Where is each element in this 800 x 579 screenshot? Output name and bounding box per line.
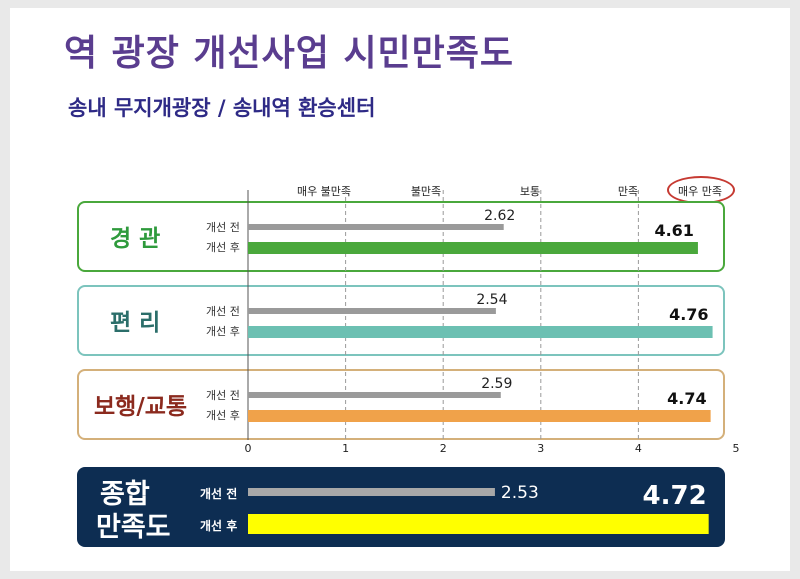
page-title: 역 광장 개선사업 시민만족도 bbox=[64, 33, 515, 74]
summary-data-label-before: 2.53 bbox=[501, 483, 539, 503]
bar-before bbox=[248, 308, 496, 314]
bar-before bbox=[248, 392, 501, 398]
bar-after bbox=[248, 410, 711, 422]
data-label-before: 2.59 bbox=[481, 376, 512, 392]
summary-before-label: 개선 전 bbox=[200, 487, 238, 501]
data-label-after: 4.74 bbox=[667, 389, 706, 408]
summary-label-line1: 종합 bbox=[100, 479, 150, 510]
axis-tick-label: 0 bbox=[244, 442, 252, 455]
summary-bar-after bbox=[248, 514, 709, 534]
series-label-after: 개선 후 bbox=[206, 241, 240, 254]
category-label: 보행/교통 bbox=[94, 394, 188, 420]
summary-after-label: 개선 후 bbox=[200, 519, 238, 533]
scale-label: 만족 bbox=[617, 185, 639, 198]
bar-before bbox=[248, 224, 504, 230]
scale-label: 불만족 bbox=[410, 185, 442, 198]
category-label: 경 관 bbox=[110, 226, 161, 252]
bar-after bbox=[248, 326, 713, 338]
series-label-after: 개선 후 bbox=[206, 325, 240, 338]
page-subtitle: 송내 무지개광장 / 송내역 환승센터 bbox=[68, 96, 376, 120]
scale-label: 보통 bbox=[519, 185, 541, 198]
axis-tick-label: 3 bbox=[537, 442, 545, 455]
category-panel-walking-traffic bbox=[77, 369, 725, 440]
series-label-after: 개선 후 bbox=[206, 409, 240, 422]
category-label: 편 리 bbox=[110, 310, 161, 336]
category-panel-convenience bbox=[77, 285, 725, 356]
series-label-before: 개선 전 bbox=[206, 305, 240, 318]
data-label-after: 4.76 bbox=[669, 305, 708, 324]
data-label-before: 2.62 bbox=[484, 208, 515, 224]
data-label-before: 2.54 bbox=[476, 292, 507, 308]
axis-tick-label: 1 bbox=[342, 442, 350, 455]
category-panel-landscape bbox=[77, 201, 725, 272]
scale-label: 매우 불만족 bbox=[296, 185, 352, 198]
series-label-before: 개선 전 bbox=[206, 221, 240, 234]
axis-tick-label: 2 bbox=[439, 442, 447, 455]
data-label-after: 4.61 bbox=[654, 221, 693, 240]
bar-after bbox=[248, 242, 698, 254]
summary-bar-before bbox=[248, 488, 495, 496]
summary-data-label-after: 4.72 bbox=[643, 481, 707, 511]
series-label-before: 개선 전 bbox=[206, 389, 240, 402]
axis-tick-label: 5 bbox=[732, 442, 740, 455]
summary-label-line2: 만족도 bbox=[96, 512, 171, 543]
axis-tick-label: 4 bbox=[634, 442, 642, 455]
